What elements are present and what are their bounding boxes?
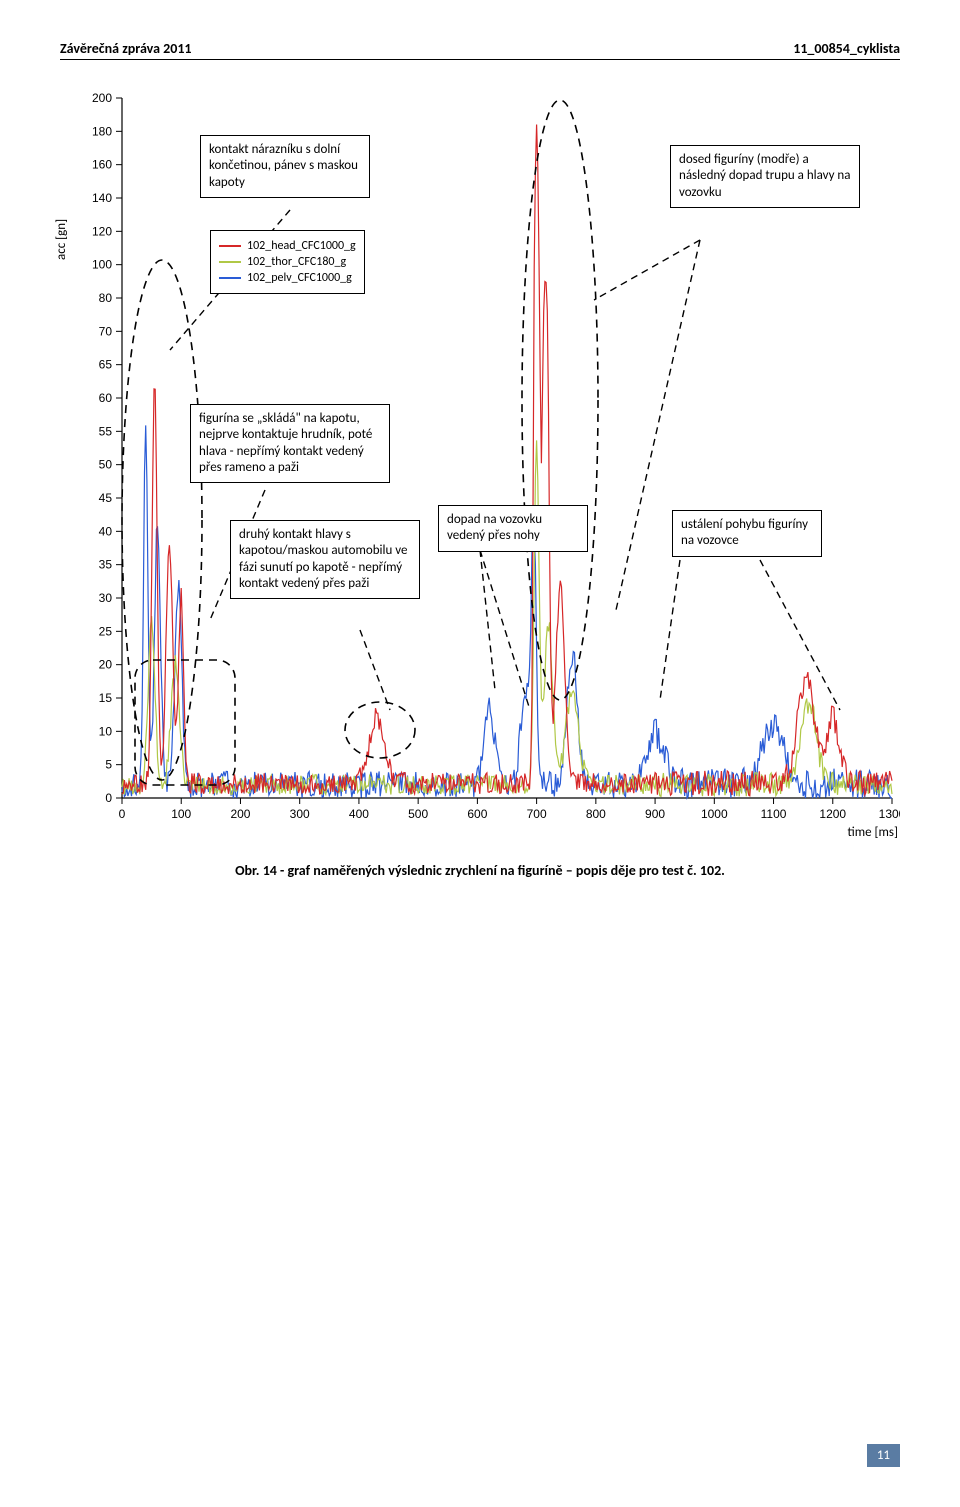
svg-text:600: 600 bbox=[467, 807, 487, 821]
x-axis-label: time [ms] bbox=[848, 825, 898, 840]
svg-text:1300: 1300 bbox=[879, 807, 900, 821]
legend-swatch-thor bbox=[219, 261, 241, 263]
svg-text:700: 700 bbox=[527, 807, 547, 821]
svg-text:1200: 1200 bbox=[819, 807, 846, 821]
page: Závěrečná zpráva 2011 11_00854_cyklista … bbox=[0, 0, 960, 1507]
svg-text:55: 55 bbox=[99, 424, 113, 438]
annotation-fold-on-hood: figurína se „skládá" na kapotu, nejprve … bbox=[190, 404, 390, 483]
legend-label-thor: 102_thor_CFC180_g bbox=[247, 255, 346, 269]
svg-text:400: 400 bbox=[349, 807, 369, 821]
svg-text:0: 0 bbox=[119, 807, 126, 821]
annotation-bumper-contact: kontakt nárazníku s dolní končetinou, pá… bbox=[200, 135, 370, 198]
svg-text:100: 100 bbox=[171, 807, 191, 821]
svg-text:900: 900 bbox=[645, 807, 665, 821]
svg-text:0: 0 bbox=[105, 791, 112, 805]
svg-text:50: 50 bbox=[99, 458, 113, 472]
header-right: 11_00854_cyklista bbox=[793, 40, 900, 57]
svg-text:100: 100 bbox=[92, 258, 112, 272]
svg-text:200: 200 bbox=[230, 807, 250, 821]
svg-text:30: 30 bbox=[99, 591, 113, 605]
svg-text:80: 80 bbox=[99, 291, 113, 305]
svg-text:15: 15 bbox=[99, 691, 113, 705]
svg-text:180: 180 bbox=[92, 124, 112, 138]
legend-swatch-head bbox=[219, 245, 241, 247]
legend-item-thor: 102_thor_CFC180_g bbox=[219, 255, 356, 269]
legend-item-head: 102_head_CFC1000_g bbox=[219, 239, 356, 253]
annotation-road-impact-legs: dopad na vozovku vedený přes nohy bbox=[438, 505, 588, 552]
svg-text:5: 5 bbox=[105, 758, 112, 772]
svg-text:40: 40 bbox=[99, 524, 113, 538]
svg-text:800: 800 bbox=[586, 807, 606, 821]
page-header: Závěrečná zpráva 2011 11_00854_cyklista bbox=[60, 40, 900, 60]
legend-label-head: 102_head_CFC1000_g bbox=[247, 239, 356, 253]
legend-label-pelv: 102_pelv_CFC1000_g bbox=[247, 271, 352, 285]
svg-text:1000: 1000 bbox=[701, 807, 728, 821]
chart-legend: 102_head_CFC1000_g 102_thor_CFC180_g 102… bbox=[210, 230, 365, 294]
svg-text:45: 45 bbox=[99, 491, 113, 505]
svg-text:500: 500 bbox=[408, 807, 428, 821]
header-left: Závěrečná zpráva 2011 bbox=[60, 40, 192, 57]
legend-swatch-pelv bbox=[219, 277, 241, 279]
svg-text:140: 140 bbox=[92, 191, 112, 205]
svg-text:10: 10 bbox=[99, 724, 113, 738]
y-axis-label: acc [gn] bbox=[54, 219, 69, 260]
legend-item-pelv: 102_pelv_CFC1000_g bbox=[219, 271, 356, 285]
annotation-dummy-land: dosed figuríny (modře) a následný dopad … bbox=[670, 145, 860, 208]
svg-text:1100: 1100 bbox=[761, 807, 787, 821]
svg-text:200: 200 bbox=[92, 91, 112, 105]
page-number: 11 bbox=[867, 1444, 900, 1467]
svg-text:300: 300 bbox=[290, 807, 310, 821]
figure-caption: Obr. 14 - graf naměřených výslednic zryc… bbox=[60, 862, 900, 879]
annotation-settling: ustálení pohybu figuríny na vozovce bbox=[672, 510, 822, 557]
svg-text:60: 60 bbox=[99, 391, 113, 405]
svg-text:20: 20 bbox=[99, 658, 113, 672]
annotation-second-head-contact: druhý kontakt hlavy s kapotou/maskou aut… bbox=[230, 520, 420, 599]
svg-text:120: 120 bbox=[92, 224, 112, 238]
svg-text:35: 35 bbox=[99, 558, 113, 572]
svg-text:25: 25 bbox=[99, 624, 113, 638]
svg-text:65: 65 bbox=[99, 358, 113, 372]
svg-text:70: 70 bbox=[99, 324, 113, 338]
acceleration-chart: 0 5 10 15 20 25 30 35 40 45 50 55 60 65 70 80 100 120 140 1… bbox=[60, 90, 900, 850]
svg-text:160: 160 bbox=[92, 158, 112, 172]
